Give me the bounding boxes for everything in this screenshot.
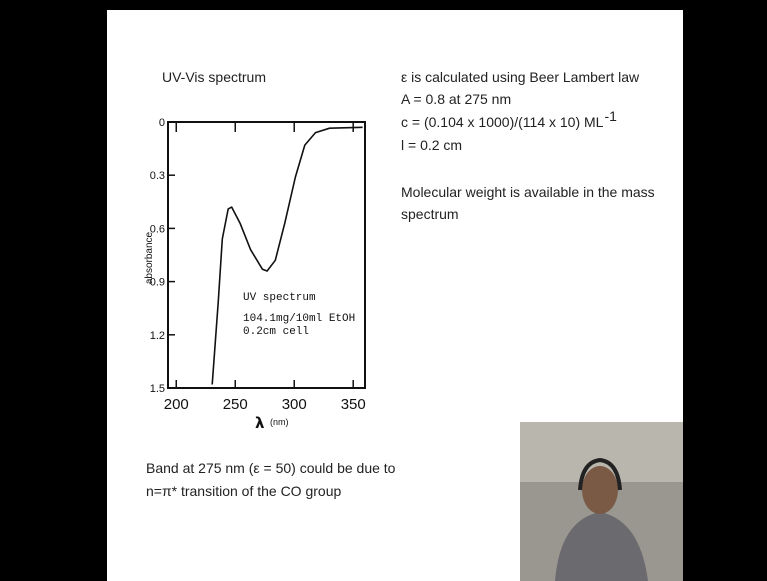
x-tick-label: 350 (341, 396, 366, 413)
right-text-line: A = 0.8 at 275 nm (401, 91, 511, 107)
y-tick-label: 0 (159, 117, 165, 129)
right-text-line: Molecular weight is available in the mas… (401, 184, 655, 200)
annotation: 104.1mg/10ml EtOH (243, 313, 355, 325)
x-axis-label: λ (255, 414, 265, 432)
x-axis-unit: (nm) (270, 417, 289, 427)
right-text-line: c = (0.104 x 1000)/(114 x 10) ML (401, 114, 604, 130)
annotation: 0.2cm cell (243, 326, 309, 338)
annotation: UV spectrum (243, 292, 316, 304)
bottom-text: Band at 275 nm (ε = 50) could be due to (146, 460, 396, 476)
x-tick-label: 250 (223, 396, 248, 413)
y-tick-label: 1.2 (150, 330, 165, 342)
right-text-line: l = 0.2 cm (401, 137, 462, 153)
slide-title: UV-Vis spectrum (162, 69, 266, 85)
person-head (582, 466, 618, 514)
x-tick-label: 300 (282, 396, 307, 413)
right-text-line: spectrum (401, 206, 459, 222)
x-tick-label: 200 (164, 396, 189, 413)
page: UV-Vis spectrum ε is calculated using Be… (0, 0, 767, 581)
y-axis-label: absorbance (144, 231, 155, 284)
y-tick-label: 1.5 (150, 383, 165, 395)
webcam (520, 422, 683, 581)
superscript: -1 (604, 108, 617, 124)
bottom-text: n=π* transition of the CO group (146, 483, 341, 499)
y-tick-label: 0.3 (150, 170, 165, 182)
right-text-line: ε is calculated using Beer Lambert law (401, 69, 640, 85)
